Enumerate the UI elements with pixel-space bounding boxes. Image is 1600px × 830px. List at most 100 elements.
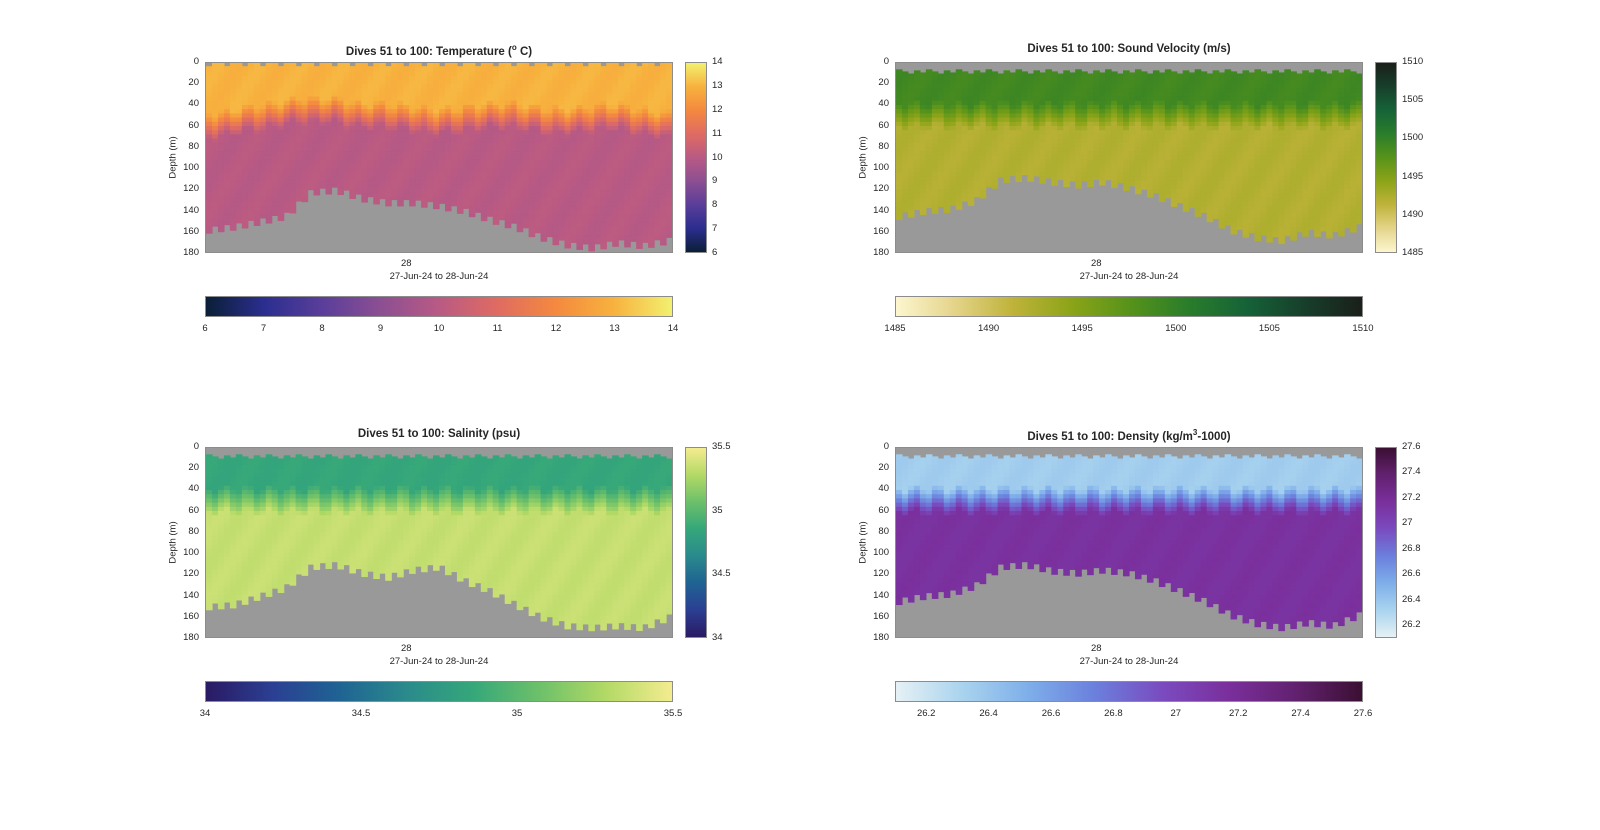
heatmap-cell <box>1003 142 1011 148</box>
heatmap-cell <box>642 109 649 114</box>
heatmap-cell <box>1015 113 1023 119</box>
heatmap-cell <box>1188 205 1196 209</box>
heatmap-cell <box>896 117 903 123</box>
heatmap-cell <box>217 92 225 98</box>
heatmap-cell <box>468 92 476 98</box>
heatmap-cell <box>217 155 225 161</box>
heatmap-cell <box>558 88 566 93</box>
heatmap-cell <box>1003 163 1011 169</box>
heatmap-cell <box>937 184 945 190</box>
heatmap-cell <box>1027 88 1035 93</box>
heatmap-cell <box>1009 134 1017 140</box>
heatmap-cell <box>1206 168 1214 173</box>
heatmap-cell <box>522 96 530 102</box>
heatmap-cell <box>660 189 667 194</box>
heatmap-cell <box>576 222 583 228</box>
heatmap-cell <box>409 113 416 119</box>
heatmap-cell <box>444 138 452 144</box>
heatmap-cell <box>606 184 613 190</box>
heatmap-cell <box>618 193 625 198</box>
heatmap-cell <box>522 105 530 110</box>
heatmap-cell <box>949 172 957 177</box>
heatmap-cell <box>259 117 267 123</box>
heatmap-cell <box>1057 126 1064 131</box>
heatmap-cell <box>283 67 291 72</box>
heatmap-cell <box>1069 121 1076 127</box>
heatmap-cell <box>600 197 607 203</box>
heatmap-cell <box>1212 126 1220 131</box>
heatmap-cell <box>979 130 987 135</box>
heatmap-cell <box>1093 105 1100 110</box>
heatmap-cell <box>1176 138 1184 144</box>
heatmap-cell <box>997 142 1005 148</box>
heatmap-cell <box>456 109 464 114</box>
heatmap-cell <box>588 172 595 177</box>
heatmap-cell <box>973 176 981 182</box>
heatmap-cell <box>642 130 649 135</box>
heatmap-cell <box>1063 121 1070 127</box>
heatmap-cell <box>343 75 350 81</box>
heatmap-cell <box>307 168 315 173</box>
heatmap-cell <box>600 121 607 127</box>
heatmap-cell <box>558 163 566 169</box>
heatmap-cell <box>415 84 422 89</box>
heatmap-cell <box>606 168 613 173</box>
heatmap-cell <box>349 197 356 199</box>
heatmap-cell <box>259 168 267 173</box>
heatmap-cell <box>901 126 909 131</box>
heatmap-cell <box>415 151 422 156</box>
heatmap-cell <box>896 142 903 148</box>
heatmap-cell <box>379 172 386 177</box>
heatmap-cell <box>967 189 975 194</box>
heatmap-cell <box>1236 168 1244 173</box>
heatmap-cell <box>1170 184 1178 190</box>
heatmap-cell <box>349 92 356 98</box>
heatmap-cell <box>1009 126 1017 131</box>
heatmap-cell <box>367 121 374 127</box>
heatmap-cell <box>1075 75 1082 81</box>
heatmap-cell <box>931 205 939 211</box>
heatmap-cell <box>896 155 903 161</box>
heatmap-cell <box>1194 113 1202 119</box>
heatmap-cell <box>331 96 339 102</box>
heatmap-cell <box>666 113 672 119</box>
heatmap-cell <box>403 193 410 198</box>
heatmap-cell <box>534 63 542 68</box>
heatmap-cell <box>367 84 374 89</box>
heatmap-cell <box>919 205 927 211</box>
heatmap-cell <box>949 151 957 156</box>
heatmap-cell <box>534 226 542 232</box>
heatmap-cell <box>504 130 512 135</box>
heatmap-cell <box>379 138 386 144</box>
heatmap-cell <box>594 130 601 135</box>
heatmap-cell <box>415 113 422 119</box>
heatmap-cell <box>1194 155 1202 161</box>
heatmap-cell <box>1140 138 1148 144</box>
heatmap-cell <box>1230 100 1238 106</box>
heatmap-cell <box>594 67 601 72</box>
heatmap-cell <box>253 134 261 140</box>
heatmap-cell <box>241 84 249 89</box>
heatmap-cell <box>223 84 231 89</box>
heatmap-cell <box>931 84 939 89</box>
horizontal-colorbar-tick-label: 9 <box>377 323 384 334</box>
heatmap-cell <box>1134 142 1142 148</box>
heatmap-cell <box>576 84 583 89</box>
heatmap-cell <box>427 151 434 156</box>
heatmap-cell <box>295 109 303 114</box>
heatmap-cell <box>1015 117 1023 123</box>
heatmap-cell <box>636 231 643 236</box>
heatmap-cell <box>576 210 583 215</box>
heatmap-cell <box>1242 79 1250 85</box>
heatmap-cell <box>1254 117 1262 123</box>
heatmap-cell <box>654 71 661 77</box>
heatmap-cell <box>1099 121 1106 127</box>
heatmap-cell <box>516 71 524 77</box>
heatmap-cell <box>636 176 643 182</box>
heatmap-cell <box>925 168 933 173</box>
heatmap-cell <box>1152 71 1160 77</box>
heatmap-cell <box>1111 121 1118 127</box>
heatmap-cell <box>241 92 249 98</box>
heatmap-cell <box>379 176 386 182</box>
heatmap-cell <box>642 201 649 207</box>
